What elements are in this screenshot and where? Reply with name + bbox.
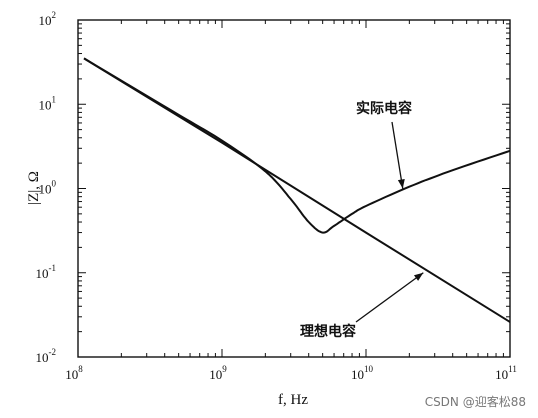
y-tick-label: 102 (39, 10, 57, 28)
x-axis-title: f, Hz (278, 392, 308, 408)
y-axis-title: |Z|, Ω (26, 171, 42, 205)
x-tick-label: 109 (209, 364, 227, 382)
arrowhead-ideal (413, 272, 424, 281)
arrowhead-real (397, 179, 405, 189)
annotation-label-ideal: 理想电容 (300, 323, 356, 340)
x-tick-label: 108 (65, 364, 83, 382)
watermark-text: CSDN @迎客松88 (424, 395, 526, 409)
series-line-real-capacitor (83, 57, 511, 234)
y-tick-label: 10-1 (36, 263, 57, 281)
series-line-ideal-capacitor (83, 57, 511, 323)
annotation-arrow-ideal (355, 272, 424, 323)
y-tick-label: 100 (39, 179, 57, 197)
y-tick-label: 101 (39, 94, 57, 112)
x-tick-label: 1010 (351, 364, 374, 382)
x-tick-label: 1011 (495, 364, 517, 382)
y-tick-label: 10-2 (36, 347, 57, 365)
annotation-label-real: 实际电容 (356, 100, 412, 117)
annotation-arrow-real (391, 121, 404, 189)
